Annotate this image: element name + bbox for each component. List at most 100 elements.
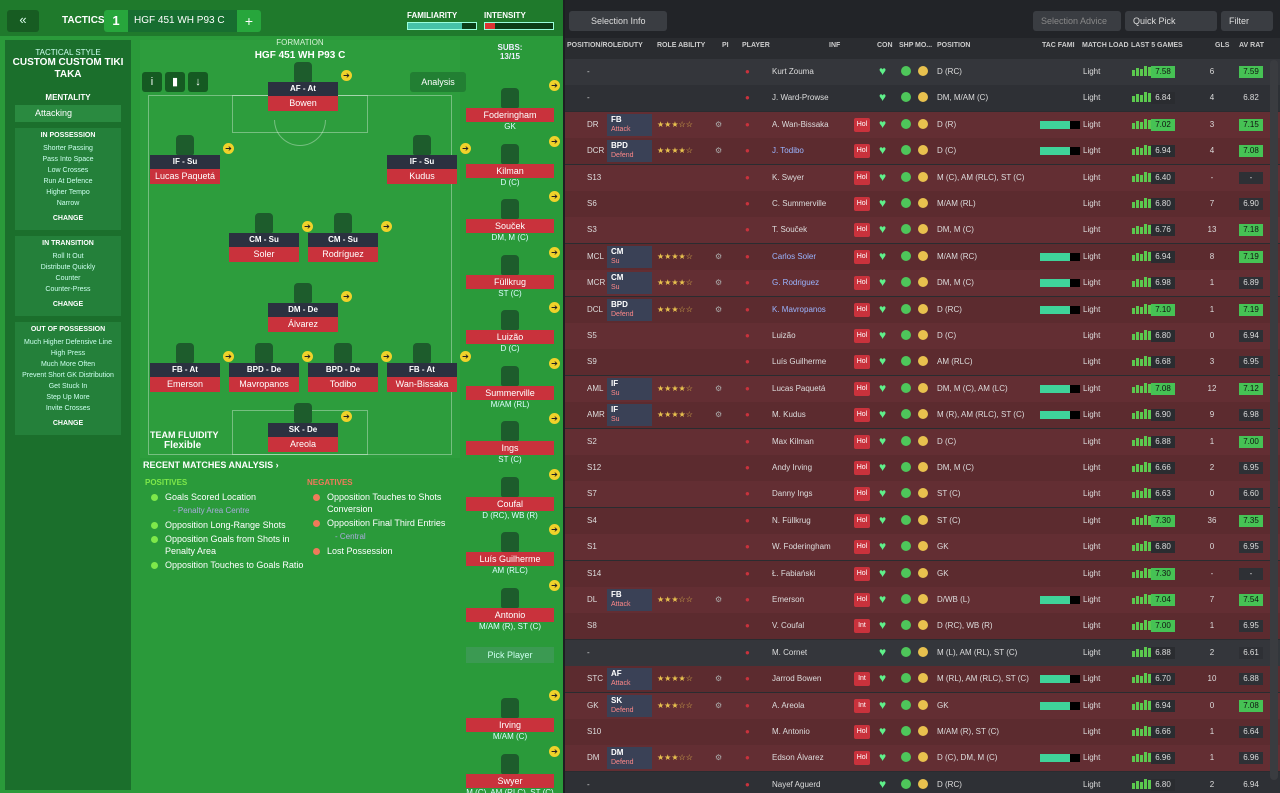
player-row[interactable]: S8 ● V. Coufal Int ♥ D (RC), WB (R) Light 7.00 1… [565,613,1280,640]
filter-button[interactable]: Filter [1221,11,1273,31]
pitch-player[interactable]: BPD - De Todibo ➔ [308,343,392,392]
sub-player[interactable]: Ings ST (C) ➔ [466,413,560,465]
player-name[interactable]: Carlos Soler [772,251,817,261]
instruction-arrow-icon[interactable]: ➔ [223,351,234,362]
player-name[interactable]: Luís Guilherme [772,357,827,367]
instruction-arrow-icon[interactable]: ➔ [549,246,560,258]
role-duty-select[interactable]: FB Attack [607,589,652,611]
sub-player[interactable]: Coufal D (RC), WB (R) ➔ [466,468,560,521]
player-row[interactable]: AML IF Su ★★★★☆ ⚙ ● Lucas Paquetá Hol ♥ DM, M (C)… [565,375,1280,402]
change-in-transition-button[interactable]: CHANGE [52,301,84,308]
player-name[interactable]: Andy Irving [772,463,813,472]
pi-icon[interactable]: ⚙ [715,119,723,129]
sub-player[interactable]: Summerville M/AM (RL) ➔ [466,357,560,410]
role-duty-select[interactable]: IF Su [607,404,652,427]
position-slot[interactable]: DL [587,595,598,604]
instruction-arrow-icon[interactable]: ➔ [549,80,560,91]
player-name[interactable]: Luizão [772,331,796,340]
pitch-player[interactable]: AF - At Bowen ➔ [268,62,352,111]
role-duty-select[interactable]: CM Su [607,245,652,268]
column-header[interactable]: AV RAT [1239,42,1265,49]
player-row[interactable]: AMR IF Su ★★★★☆ ⚙ ● M. Kudus Hol ♥ M (R), AM (RLC… [565,402,1280,429]
instruction-arrow-icon[interactable]: ➔ [549,191,560,202]
player-name[interactable]: J. Todibo [772,146,804,156]
player-name[interactable]: Nayef Aguerd [772,779,821,789]
position-slot[interactable]: - [587,67,590,76]
position-slot[interactable]: - [587,93,590,103]
pi-icon[interactable]: ⚙ [715,674,723,684]
position-slot[interactable]: S7 [587,489,597,499]
pi-icon[interactable]: ⚙ [715,700,723,710]
column-header[interactable]: ROLE ABILITY [657,42,706,49]
position-slot[interactable]: MCR [587,278,606,288]
position-slot[interactable]: DCL [587,304,604,314]
position-slot[interactable]: S2 [587,436,597,446]
pick-player-button[interactable]: Pick Player [466,647,554,663]
sub-player[interactable]: Füllkrug ST (C) ➔ [466,246,560,299]
role-duty-select[interactable]: DM Defend [607,747,652,770]
instruction-arrow-icon[interactable]: ➔ [302,351,313,362]
pi-icon[interactable]: ⚙ [715,753,723,763]
player-row[interactable]: S7 ● Danny Ings Hol ♥ ST (C) Light 6.63 0 6.60 [565,481,1280,508]
position-slot[interactable]: GK [587,700,599,710]
instruction-arrow-icon[interactable]: ➔ [302,221,313,232]
selection-info-button[interactable]: Selection Info [569,11,667,31]
player-name[interactable]: Emerson [772,595,805,604]
player-row[interactable]: DR FB Attack ★★★☆☆ ⚙ ● A. Wan-Bissaka Hol ♥ D (R)… [565,111,1280,138]
position-slot[interactable]: AMR [587,410,605,420]
instruction-arrow-icon[interactable]: ➔ [549,690,560,701]
pi-icon[interactable]: ⚙ [715,251,723,261]
player-row[interactable]: S9 ● Luís Guilherme Hol ♥ AM (RLC) Light 6.68 3 6… [565,349,1280,376]
instruction-arrow-icon[interactable]: ➔ [549,579,560,591]
player-row[interactable]: S12 ● Andy Irving Hol ♥ DM, M (C) Light 6.66 2 6.… [565,455,1280,481]
player-row[interactable]: STC AF Attack ★★★★☆ ⚙ ● Jarrod Bowen Int ♥ M (RL)… [565,666,1280,693]
position-slot[interactable]: - [587,779,590,789]
role-duty-select[interactable]: BPD Defend [607,298,652,321]
position-slot[interactable]: S3 [587,225,597,235]
column-header[interactable]: PLAYER [742,42,770,49]
player-name[interactable]: M. Kudus [772,410,806,420]
formation-name[interactable]: HGF 451 WH P93 C [254,50,346,61]
tactical-style-name[interactable]: CUSTOM CUSTOM TIKI TAKA [12,57,124,80]
player-name[interactable]: Lucas Paquetá [772,383,826,393]
player-name[interactable]: W. Foderingham [772,542,831,552]
player-name[interactable]: M. Cornet [772,647,808,657]
position-slot[interactable]: S4 [587,515,597,525]
role-duty-select[interactable]: FB Attack [607,113,652,136]
column-header[interactable]: TAC FAMI [1042,42,1075,49]
instruction-arrow-icon[interactable]: ➔ [381,221,392,232]
role-duty-select[interactable]: CM Su [607,272,652,295]
pi-icon[interactable]: ⚙ [715,383,723,393]
player-row[interactable]: S5 ● Luizão Hol ♥ D (C) Light 6.80 0 6.94 [565,323,1280,349]
position-slot[interactable]: S10 [587,727,602,736]
position-slot[interactable]: AML [587,383,604,393]
player-row[interactable]: S2 ● Max Kilman Hol ♥ D (C) Light 6.88 1 7.00 [565,428,1280,455]
position-slot[interactable]: DR [587,119,599,129]
player-row[interactable]: MCR CM Su ★★★★☆ ⚙ ● G. Rodriguez Hol ♥ DM, M (C) L… [565,270,1280,297]
sub-player[interactable]: Luizão D (C) ➔ [466,302,560,354]
column-header[interactable]: PI [722,42,729,49]
pi-icon[interactable]: ⚙ [715,595,723,604]
back-button[interactable]: « [7,10,39,32]
player-row[interactable]: DCL BPD Defend ★★★☆☆ ⚙ ● K. Mavropanos Hol ♥ D (R… [565,296,1280,323]
instruction-arrow-icon[interactable]: ➔ [341,411,352,422]
role-duty-select[interactable]: IF Su [607,377,652,400]
position-slot[interactable]: S9 [587,357,597,367]
role-duty-select[interactable]: AF Attack [607,668,652,691]
player-name[interactable]: J. Ward-Prowse [772,93,829,103]
player-row[interactable]: MCL CM Su ★★★★☆ ⚙ ● Carlos Soler Hol ♥ M/AM (RC) L… [565,243,1280,270]
player-name[interactable]: N. Füllkrug [772,515,811,525]
position-slot[interactable]: S5 [587,331,597,340]
download-icon[interactable]: ↓ [188,72,208,92]
instruction-arrow-icon[interactable]: ➔ [549,135,560,147]
player-row[interactable]: S13 ● K. Swyer Hol ♥ M (C), AM (RLC), ST (C) L… [565,164,1280,191]
column-header[interactable]: CON [877,42,893,49]
column-header[interactable]: INF [829,42,841,49]
player-row[interactable]: DCR BPD Defend ★★★★☆ ⚙ ● J. Todibo Hol ♥ D (C) Lig… [565,138,1280,165]
instruction-arrow-icon[interactable]: ➔ [460,351,471,362]
position-slot[interactable]: DCR [587,146,605,156]
instruction-arrow-icon[interactable]: ➔ [549,524,560,535]
role-duty-select[interactable]: BPD Defend [607,140,652,163]
pitch-player[interactable]: FB - At Emerson ➔ [150,343,234,392]
instruction-arrow-icon[interactable]: ➔ [460,143,471,154]
